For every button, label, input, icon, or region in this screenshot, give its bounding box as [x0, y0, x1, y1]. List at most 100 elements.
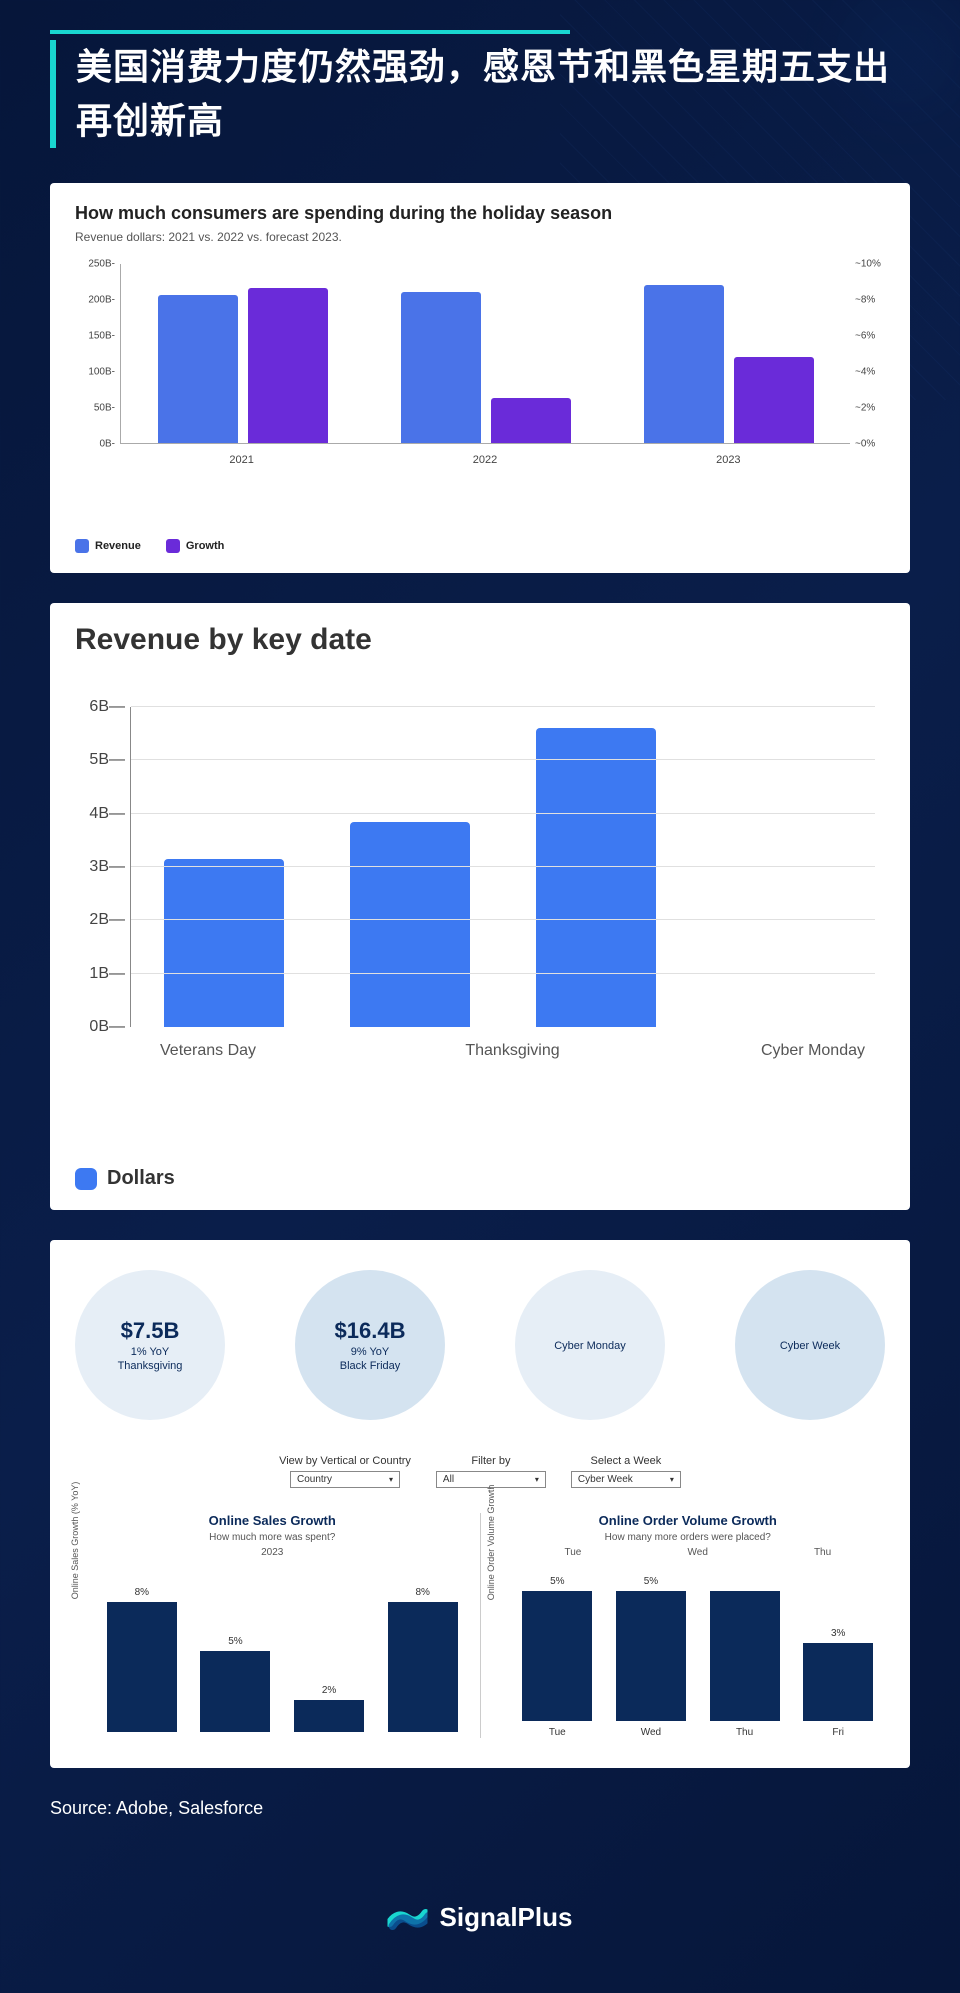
dual-bar-wrap: 5%: [189, 1636, 283, 1738]
signalplus-logo-icon: [388, 1903, 428, 1933]
dual-charts: Online Sales Growth How much more was sp…: [75, 1513, 885, 1738]
right-chart-top-labels: TueWedThu: [511, 1547, 886, 1558]
source-attribution: Source: Adobe, Salesforce: [50, 1798, 910, 1819]
y-right-tick: ~8%: [855, 295, 885, 306]
panel-salesforce-dashboard: $7.5B1% YoYThanksgiving$16.4B9% YoYBlack…: [50, 1240, 910, 1768]
dual-bar-wrap: 2%: [282, 1685, 376, 1739]
panel-holiday-spending: How much consumers are spending during t…: [50, 183, 910, 573]
filter-select[interactable]: Country: [290, 1471, 400, 1488]
kpi-circle: Cyber Week: [735, 1270, 885, 1420]
x-label: 2023: [607, 454, 850, 466]
legend-text: Growth: [186, 540, 225, 552]
chart2-slot: [689, 707, 875, 1027]
kpi-circle: $7.5B1% YoYThanksgiving: [75, 1270, 225, 1420]
left-chart-subtitle: How much more was spent?: [75, 1532, 470, 1543]
gridline: [131, 866, 875, 867]
dual-bar-wrap: Thu: [698, 1587, 792, 1738]
x-label: Cyber Monday: [636, 1042, 875, 1060]
y-left-tick: 100B-: [75, 367, 115, 378]
kpi-value: $7.5B: [121, 1318, 180, 1344]
filter-label: View by Vertical or Country: [279, 1455, 411, 1467]
chart2-bar: [164, 859, 284, 1027]
y-right-tick: ~4%: [855, 367, 885, 378]
x-label: 2021: [120, 454, 363, 466]
gridline: [131, 919, 875, 920]
chart2-bar: [350, 822, 470, 1027]
page-headline: 美国消费力度仍然强劲，感恩节和黑色星期五支出再创新高: [76, 40, 910, 148]
left-chart-subtitle2: 2023: [75, 1547, 470, 1558]
dual-bar: [710, 1591, 780, 1721]
panel1-chart: 0B-50B-100B-150B-200B-250B- ~0%~2%~4%~6%…: [120, 264, 850, 494]
filter-group: Select a Week Cyber Week: [571, 1455, 681, 1488]
right-chart-ylabel: Online Order Volume Growth: [486, 1485, 496, 1601]
bar-value-label: 3%: [831, 1628, 845, 1639]
panel2-title: Revenue by key date: [75, 623, 885, 657]
panel1-legend: Revenue Growth: [75, 539, 885, 553]
chart1-bar-growth: [491, 398, 571, 443]
filter-group: Filter byAll: [436, 1455, 546, 1488]
footer-logo: SignalPlus: [388, 1902, 573, 1933]
y-left-tick: 250B-: [75, 259, 115, 270]
chart1-group: [364, 264, 607, 443]
bar-value-label: 5%: [644, 1576, 658, 1587]
bar-value-label: 2%: [322, 1685, 336, 1696]
chart2-slot: [317, 707, 503, 1027]
signalplus-logo-text: SignalPlus: [440, 1902, 573, 1933]
y-tick: 0B—: [75, 1018, 125, 1036]
gridline: [131, 813, 875, 814]
filter-label: Filter by: [471, 1455, 510, 1467]
bar-value-label: 5%: [228, 1636, 242, 1647]
bar-x-label: Wed: [641, 1727, 661, 1738]
kpi-yoy: 9% YoY: [351, 1346, 390, 1358]
legend-swatch: [75, 539, 89, 553]
dual-bar-wrap: 8%: [376, 1587, 470, 1738]
gridline: [131, 759, 875, 760]
dual-bar-wrap: 5%Tue: [511, 1576, 605, 1738]
dual-bar-wrap: 5% Wed: [604, 1576, 698, 1738]
panel2-chart: 0B—1B—2B—3B—4B—5B—6B— Veterans DayThanks…: [130, 707, 875, 1087]
kpi-circle: Cyber Monday: [515, 1270, 665, 1420]
y-tick: 3B—: [75, 858, 125, 876]
legend-swatch: [166, 539, 180, 553]
dual-bar-wrap: 3%Fri: [791, 1628, 885, 1738]
chart1-group: [607, 264, 850, 443]
y-right-tick: ~6%: [855, 331, 885, 342]
legend-item: Revenue: [75, 539, 141, 553]
x-label: Veterans Day: [130, 1042, 389, 1060]
filter-label: Select a Week: [591, 1455, 662, 1467]
kpi-yoy: 1% YoY: [131, 1346, 170, 1358]
chart1-bar-revenue: [644, 285, 724, 443]
legend-text: Revenue: [95, 540, 141, 552]
top-day-label: Wed: [635, 1547, 760, 1558]
kpi-label: Cyber Monday: [554, 1340, 626, 1352]
dual-bar: [107, 1602, 177, 1732]
bar-value-label: 8%: [135, 1587, 149, 1598]
dual-bar: [616, 1591, 686, 1721]
kpi-label: Black Friday: [340, 1360, 401, 1372]
panel-revenue-by-date: Revenue by key date 0B—1B—2B—3B—4B—5B—6B…: [50, 603, 910, 1210]
kpi-label: Cyber Week: [780, 1340, 840, 1352]
y-left-tick: 50B-: [75, 403, 115, 414]
panel2-legend: Dollars: [75, 1167, 885, 1190]
y-right-tick: ~0%: [855, 439, 885, 450]
dual-bar: [388, 1602, 458, 1732]
online-order-volume-chart: Online Order Volume Growth How many more…: [491, 1513, 886, 1738]
chart2-slot: [503, 707, 689, 1027]
chart1-bar-revenue: [401, 292, 481, 443]
y-right-tick: ~2%: [855, 403, 885, 414]
dual-bar-wrap: 8%: [95, 1587, 189, 1738]
filter-select[interactable]: Cyber Week: [571, 1471, 681, 1488]
kpi-circles: $7.5B1% YoYThanksgiving$16.4B9% YoYBlack…: [75, 1270, 885, 1420]
online-sales-growth-chart: Online Sales Growth How much more was sp…: [75, 1513, 470, 1738]
y-left-tick: 200B-: [75, 295, 115, 306]
kpi-circle: $16.4B 9% YoY Black Friday: [295, 1270, 445, 1420]
kpi-value: $16.4B: [335, 1318, 406, 1344]
right-chart-title: Online Order Volume Growth: [491, 1513, 886, 1528]
left-chart-title: Online Sales Growth: [75, 1513, 470, 1528]
chart1-bar-growth: [248, 288, 328, 443]
legend-item: Growth: [166, 539, 225, 553]
chart1-group: [121, 264, 364, 443]
left-chart-ylabel: Online Sales Growth (% YoY): [70, 1482, 80, 1600]
x-label: 2022: [363, 454, 606, 466]
filter-group: View by Vertical or Country Country: [279, 1455, 411, 1488]
